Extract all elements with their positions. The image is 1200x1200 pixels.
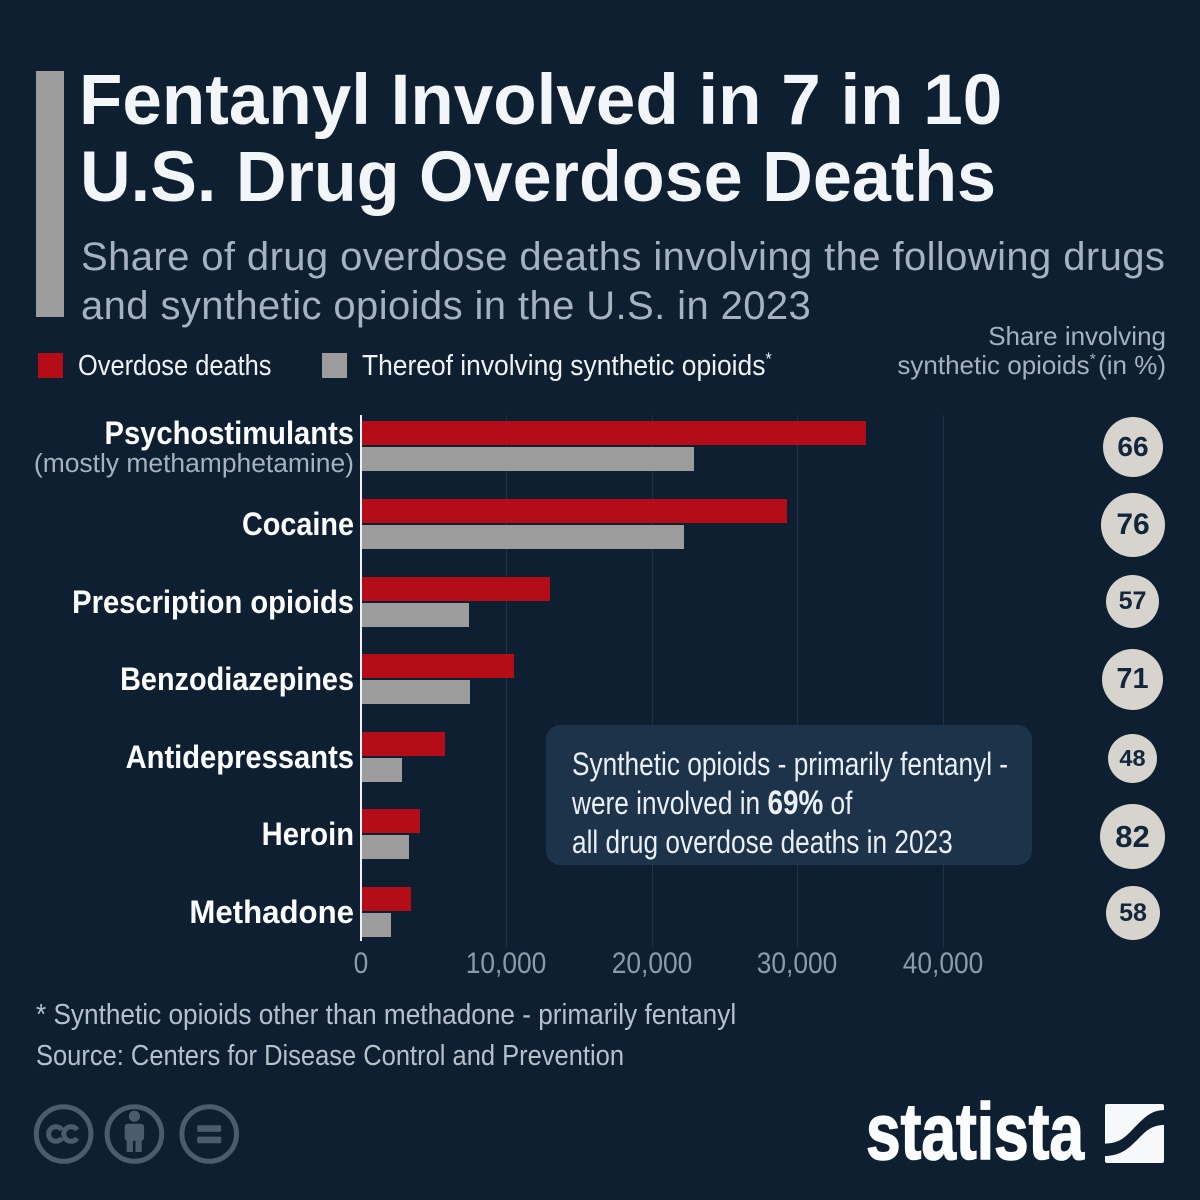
svg-text:statista: statista (866, 1095, 1084, 1175)
